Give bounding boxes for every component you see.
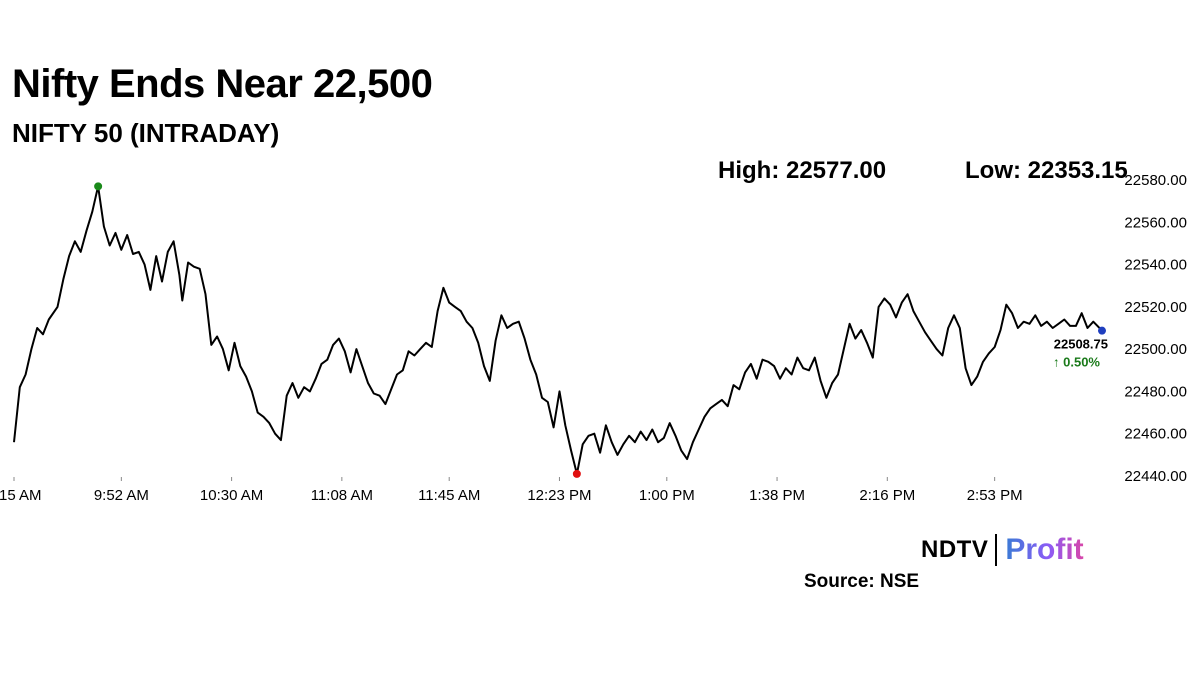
logo-profit-text: Profit — [1005, 533, 1084, 566]
y-tick-label: 22480.00 — [1124, 383, 1187, 400]
x-tick-label: 9:52 AM — [94, 487, 149, 504]
x-tick-label: 12:23 PM — [527, 487, 591, 504]
chart-subtitle: NIFTY 50 (INTRADAY) — [12, 118, 280, 148]
y-tick-label: 22440.00 — [1124, 468, 1187, 485]
x-tick-label: 10:30 AM — [200, 487, 263, 504]
x-tick-label: 1:00 PM — [639, 487, 695, 504]
source-note: Source: NSE — [804, 571, 920, 592]
logo-ndtv-text: NDTV — [921, 536, 989, 563]
last-marker — [1098, 326, 1106, 335]
x-tick-label: 1:38 PM — [749, 487, 805, 504]
chart-title: Nifty Ends Near 22,500 — [12, 62, 433, 106]
y-tick-label: 22560.00 — [1124, 214, 1187, 231]
y-tick-label: 22520.00 — [1124, 299, 1187, 316]
day-low-label: Low: 22353.15 — [965, 157, 1128, 184]
high-marker — [94, 182, 103, 191]
logo-separator — [995, 534, 998, 566]
x-tick-label: 9:15 AM — [0, 487, 42, 504]
x-tick-label: 11:08 AM — [311, 487, 373, 504]
y-tick-label: 22500.00 — [1124, 341, 1187, 358]
x-tick-label: 11:45 AM — [418, 487, 480, 504]
day-high-label: High: 22577.00 — [718, 157, 887, 184]
y-tick-label: 22540.00 — [1124, 257, 1187, 274]
ndtv-profit-logo: NDTV Profit — [921, 530, 1084, 570]
x-axis: 9:15 AM 9:52 AM 10:30 AM 11:08 AM 11:45 AM 12… — [0, 477, 1023, 504]
y-axis: 22440.00 22460.00 22480.00 22500.00 22520.00… — [1124, 172, 1187, 485]
y-tick-label: 22580.00 — [1124, 172, 1187, 189]
last-value-label: 22508.75 — [1054, 337, 1108, 352]
last-change-label: ↑ 0.50% — [1053, 355, 1100, 370]
series-line — [13, 185, 1103, 475]
x-tick-label: 2:53 PM — [967, 487, 1023, 504]
chart-markers — [94, 182, 1106, 478]
x-tick-label: 2:16 PM — [859, 487, 915, 504]
y-tick-label: 22460.00 — [1124, 426, 1187, 443]
low-marker — [572, 469, 581, 478]
